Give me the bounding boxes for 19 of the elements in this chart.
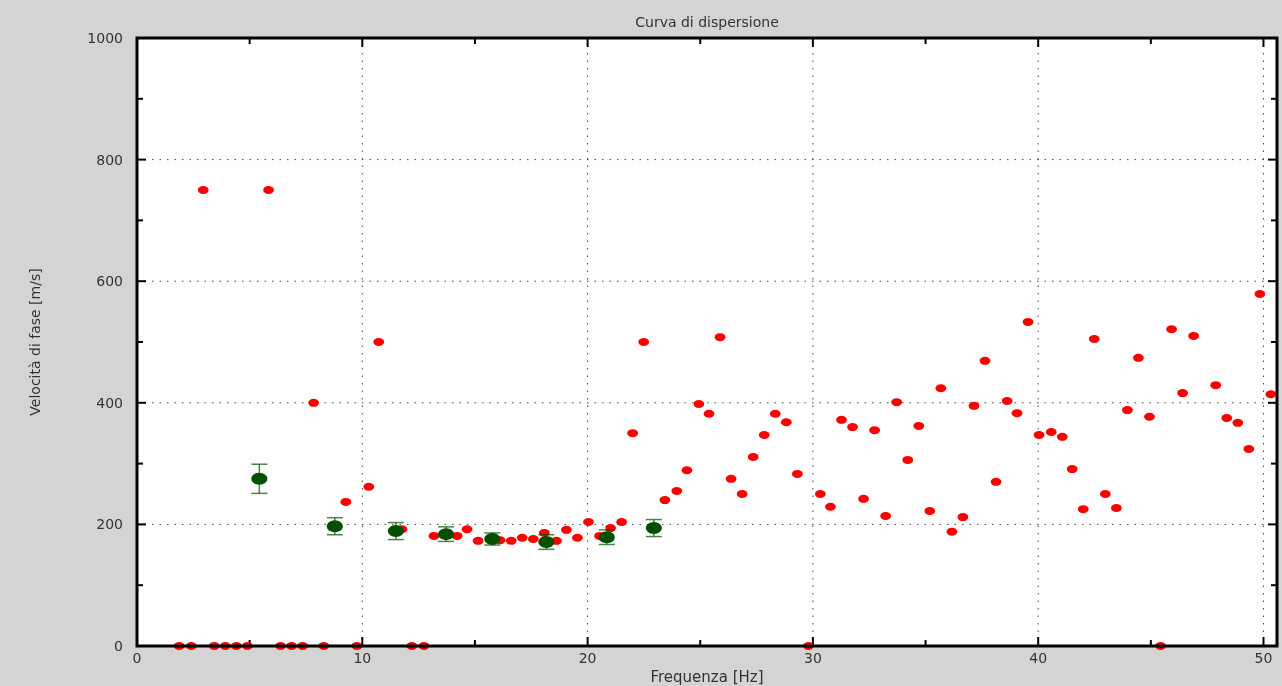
point bbox=[326, 520, 343, 533]
x-tick-label: 20 bbox=[578, 650, 597, 666]
y-tick-label: 1000 bbox=[87, 30, 123, 46]
y-tick-label: 600 bbox=[96, 273, 123, 290]
x-tick-label: 0 bbox=[132, 650, 142, 666]
point bbox=[251, 472, 268, 485]
x-axis-title: Frequenza [Hz] bbox=[650, 668, 764, 686]
y-tick-label: 800 bbox=[96, 151, 123, 168]
x-tick-label: 30 bbox=[803, 650, 822, 666]
y-tick-label: 0 bbox=[114, 638, 123, 654]
point bbox=[387, 525, 404, 538]
x-tick-label: 10 bbox=[353, 650, 372, 666]
y-tick-label: 200 bbox=[96, 516, 123, 533]
chart-title: Curva di dispersione bbox=[635, 14, 779, 30]
x-tick-label: 50 bbox=[1254, 650, 1273, 666]
x-tick-label: 40 bbox=[1029, 650, 1048, 666]
y-tick-label: 400 bbox=[96, 394, 123, 411]
point bbox=[645, 522, 662, 535]
y-axis-title: Velocità di fase [m/s] bbox=[27, 268, 43, 416]
